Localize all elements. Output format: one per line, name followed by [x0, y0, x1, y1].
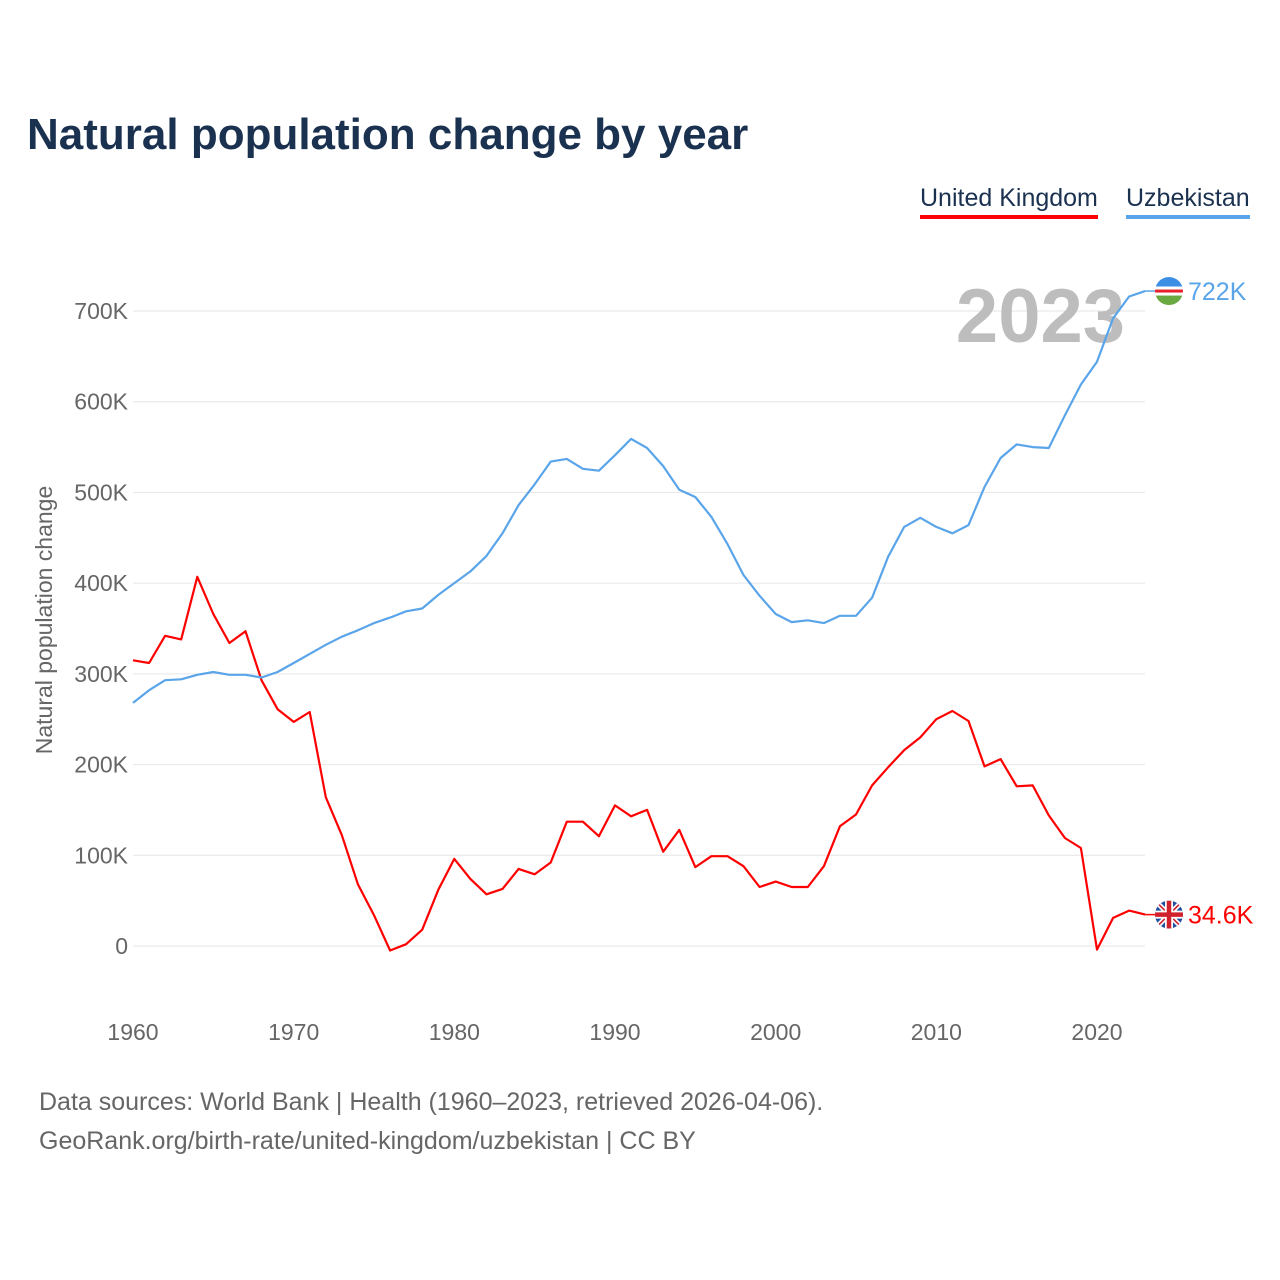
- x-tick-label: 1990: [589, 1019, 640, 1045]
- y-axis-label: Natural population change: [31, 486, 57, 755]
- x-tick-label: 2010: [911, 1019, 962, 1045]
- year-watermark: 2023: [956, 274, 1125, 359]
- y-tick-label: 700K: [74, 298, 128, 324]
- chart-title: Natural population change by year: [27, 110, 749, 159]
- end-value-label: 34.6K: [1188, 902, 1254, 930]
- y-tick-label: 500K: [74, 479, 128, 505]
- y-tick-label: 300K: [74, 661, 128, 687]
- x-tick-label: 1970: [268, 1019, 319, 1045]
- y-tick-label: 100K: [74, 842, 128, 868]
- x-tick-label: 2020: [1071, 1019, 1122, 1045]
- uz-flag-icon: [1155, 277, 1183, 306]
- y-tick-label: 0: [115, 933, 128, 959]
- end-value-label: 722K: [1188, 278, 1247, 306]
- line-chart: 0 100K 200K 300K 400K 500K 600K 700K 1960 1970 198…: [31, 274, 1254, 1045]
- footer-url[interactable]: GeoRank.org/birth-rate/united-kingdom/uz…: [39, 1127, 696, 1155]
- y-tick-label: 200K: [74, 752, 128, 778]
- x-tick-label: 1980: [429, 1019, 480, 1045]
- series-line-united-kingdom[interactable]: [132, 575, 1146, 952]
- legend-united-kingdom[interactable]: United Kingdom: [920, 184, 1098, 219]
- x-tick-label: 1960: [107, 1019, 158, 1045]
- y-tick-label: 600K: [74, 389, 128, 415]
- legend-uzbekistan[interactable]: Uzbekistan: [1126, 184, 1250, 219]
- uk-flag-icon: [1155, 900, 1183, 929]
- footer-sources: Data sources: World Bank | Health (1960–…: [39, 1088, 824, 1116]
- x-tick-label: 2000: [750, 1019, 801, 1045]
- series-line-uzbekistan[interactable]: [132, 289, 1146, 704]
- y-tick-label: 400K: [74, 570, 128, 596]
